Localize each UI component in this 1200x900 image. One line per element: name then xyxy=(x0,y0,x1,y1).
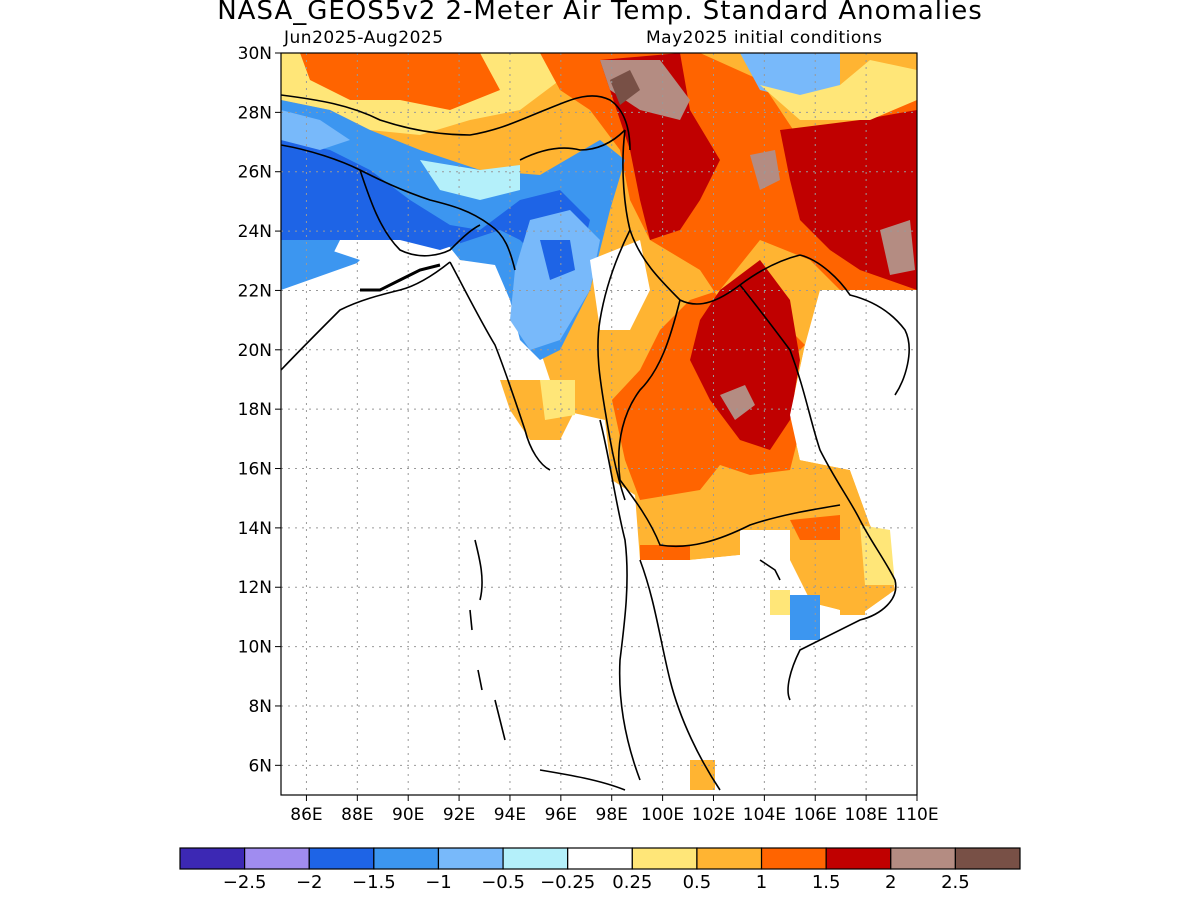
lon-tick-label: 100E xyxy=(641,805,684,825)
colorbar-label: −1.5 xyxy=(352,872,396,893)
lon-tick-label: 104E xyxy=(743,805,786,825)
latitude-axis: 30N 28N 26N 24N 22N 20N 18N 16N 14N 12N 10N 8N 6N xyxy=(238,44,281,776)
map-grid xyxy=(281,53,917,795)
map-frame xyxy=(280,52,918,796)
lat-tick-label: 8N xyxy=(248,697,272,717)
colorbar-label: 1 xyxy=(756,872,767,893)
lat-tick-label: 26N xyxy=(238,163,272,183)
colorbar-label: −0.25 xyxy=(540,872,595,893)
colorbar-label: −0.5 xyxy=(481,872,525,893)
lat-tick-label: 28N xyxy=(238,103,272,123)
lat-tick-label: 6N xyxy=(248,756,272,776)
lon-tick-label: 98E xyxy=(596,805,628,825)
lat-tick-label: 20N xyxy=(238,341,272,361)
forecast-period: Jun2025-Aug2025 xyxy=(284,28,444,48)
lat-tick-label: 14N xyxy=(238,519,272,539)
colorbar-swatch xyxy=(825,847,892,870)
lat-tick-label: 18N xyxy=(238,400,272,420)
colorbar-label: 2 xyxy=(885,872,896,893)
colorbar-label: 1.5 xyxy=(812,872,841,893)
map-plot-area xyxy=(281,53,917,795)
lon-tick-label: 110E xyxy=(895,805,938,825)
colorbar-swatch xyxy=(244,847,310,870)
lon-tick-label: 92E xyxy=(443,805,475,825)
anomaly-shading xyxy=(281,53,917,790)
lat-tick-label: 16N xyxy=(238,460,272,480)
colorbar-label: 0.5 xyxy=(683,872,712,893)
longitude-axis: 86E 88E 90E 92E 94E 96E 98E 100E 102E 104E 106E 108… xyxy=(290,795,939,825)
lon-tick-label: 88E xyxy=(341,805,373,825)
colorbar-swatch xyxy=(502,847,569,870)
colorbar-swatch xyxy=(437,847,504,870)
colorbar-swatch xyxy=(567,847,633,870)
colorbar-label: −2 xyxy=(296,872,323,893)
lat-tick-label: 24N xyxy=(238,222,272,242)
lat-tick-label: 12N xyxy=(238,578,272,598)
lon-tick-label: 102E xyxy=(692,805,735,825)
colorbar-swatch xyxy=(179,847,246,870)
colorbar-swatch xyxy=(696,847,763,870)
colorbar-label: 0.25 xyxy=(612,872,652,893)
colorbar-swatch xyxy=(890,847,956,870)
map-title: NASA_GEOS5v2 2-Meter Air Temp. Standard … xyxy=(217,0,983,26)
lat-tick-label: 22N xyxy=(238,281,272,301)
lat-tick-label: 30N xyxy=(238,44,272,64)
initial-conditions-label: May2025 initial conditions xyxy=(646,28,883,48)
colorbar-label: 2.5 xyxy=(941,872,970,893)
colorbar-swatch xyxy=(631,847,698,870)
lon-tick-label: 90E xyxy=(392,805,424,825)
colorbar: −2.5 −2 −1.5 −1 −0.5 −0.25 0.25 0.5 1 1.5 2 2.5 xyxy=(179,847,1021,893)
colorbar-swatch xyxy=(308,847,375,870)
lon-tick-label: 108E xyxy=(845,805,888,825)
lon-tick-label: 106E xyxy=(794,805,837,825)
lon-tick-label: 94E xyxy=(494,805,526,825)
lon-tick-label: 86E xyxy=(290,805,322,825)
coastlines-borders xyxy=(281,94,910,791)
colorbar-swatch xyxy=(954,847,1021,870)
lon-tick-label: 96E xyxy=(545,805,577,825)
colorbar-label: −2.5 xyxy=(223,872,267,893)
lat-tick-label: 10N xyxy=(238,638,272,658)
colorbar-swatch xyxy=(373,847,440,870)
colorbar-swatch xyxy=(760,847,827,870)
colorbar-label: −1 xyxy=(425,872,452,893)
